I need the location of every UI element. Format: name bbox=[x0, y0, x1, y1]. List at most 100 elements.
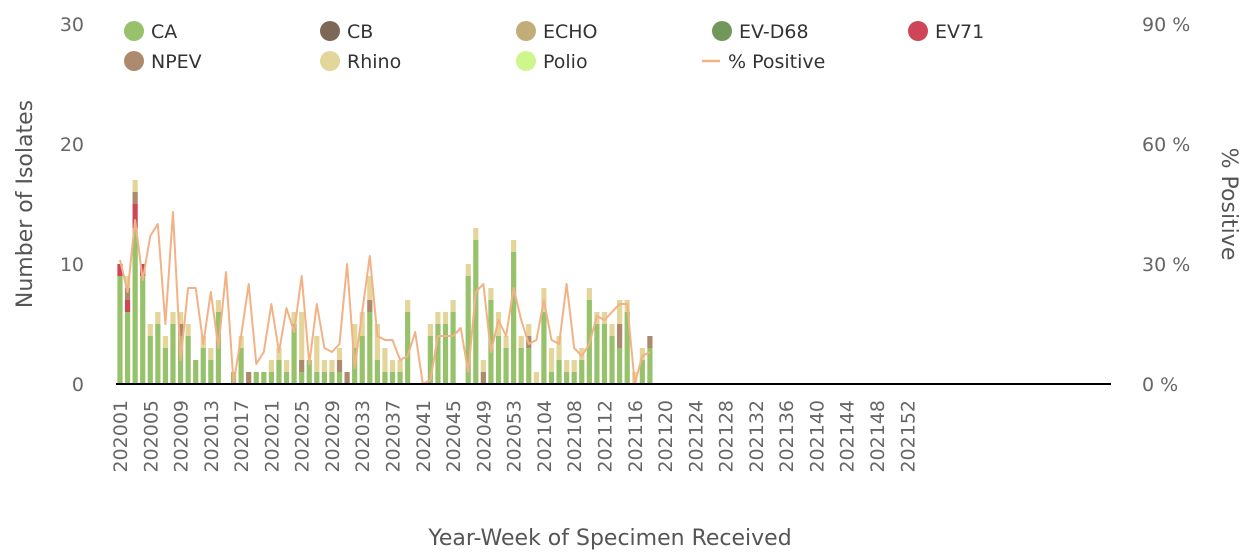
bar-rhino bbox=[374, 324, 380, 360]
bar-rhino bbox=[170, 312, 176, 324]
bar-rhino bbox=[617, 300, 623, 324]
bar-ca bbox=[473, 240, 479, 384]
bar-ca bbox=[594, 324, 600, 384]
y-tick-label: 30 bbox=[60, 14, 84, 36]
legend-label-cb: CB bbox=[347, 21, 373, 43]
x-tick-label: 202124 bbox=[685, 400, 707, 473]
bar-ca bbox=[541, 312, 547, 384]
legend-marker-cb bbox=[320, 21, 340, 41]
bar-ca bbox=[147, 336, 153, 384]
x-axis-title: Year-Week of Specimen Received bbox=[427, 526, 791, 550]
bar-rhino bbox=[571, 360, 577, 372]
bar-npev bbox=[246, 372, 252, 384]
bar-ca bbox=[268, 372, 274, 384]
x-tick-label: 202116 bbox=[625, 400, 647, 473]
x-tick-label: 202132 bbox=[746, 400, 768, 473]
bar-rhino bbox=[359, 312, 365, 336]
bar-ca bbox=[329, 372, 335, 384]
bar-ca bbox=[132, 228, 138, 384]
bar-ca bbox=[579, 360, 585, 384]
x-tick-label: 202136 bbox=[776, 400, 798, 473]
bar-ca bbox=[170, 324, 176, 384]
y-tick-label: 0 bbox=[72, 374, 84, 396]
bar-ca bbox=[442, 324, 449, 384]
bar-rhino bbox=[397, 360, 403, 372]
x-tick-label: 202053 bbox=[504, 400, 526, 473]
legend-marker-polio bbox=[516, 51, 536, 71]
x-axis: 202001 202005 202009 202013 202017 202021 2020… bbox=[110, 400, 919, 473]
bar-rhino bbox=[488, 288, 494, 300]
bar-ca bbox=[336, 372, 343, 384]
bar-rhino bbox=[276, 348, 282, 360]
bar-ca bbox=[526, 348, 532, 384]
legend-marker-echo bbox=[516, 21, 536, 41]
bar-rhino bbox=[132, 180, 138, 192]
y2-tick-label: 30 % bbox=[1142, 254, 1190, 276]
bar-ca bbox=[124, 312, 131, 384]
bar-rhino bbox=[177, 312, 184, 324]
bar-ca bbox=[450, 312, 456, 384]
bar-rhino bbox=[405, 300, 411, 312]
bar-ca bbox=[488, 300, 494, 384]
y2-tick-label: 90 % bbox=[1142, 14, 1190, 36]
bar-rhino bbox=[268, 360, 274, 372]
x-tick-label: 202045 bbox=[443, 400, 465, 473]
bar-ca bbox=[261, 372, 267, 384]
x-tick-label: 202009 bbox=[171, 400, 193, 473]
x-tick-label: 202017 bbox=[231, 400, 253, 473]
bar-ca bbox=[208, 360, 214, 384]
bar-rhino bbox=[299, 312, 305, 360]
bar-ca bbox=[518, 348, 524, 384]
bar-rhino bbox=[639, 348, 645, 360]
x-tick-label: 202013 bbox=[201, 400, 223, 473]
bar-ca bbox=[511, 252, 517, 384]
x-tick-label: 202104 bbox=[534, 400, 556, 473]
bar-ca bbox=[556, 360, 562, 384]
bar-ev71 bbox=[132, 204, 138, 228]
y-tick-label: 20 bbox=[60, 134, 84, 156]
bar-rhino bbox=[314, 336, 320, 372]
bar-ca bbox=[193, 360, 199, 384]
bar-rhino bbox=[208, 348, 214, 360]
bar-ca bbox=[117, 276, 123, 384]
bar-npev bbox=[336, 360, 343, 372]
bar-npev bbox=[177, 324, 184, 336]
bar-ca bbox=[253, 372, 259, 384]
bar-ca bbox=[548, 372, 555, 384]
bar-rhino bbox=[382, 348, 388, 372]
bars bbox=[117, 180, 653, 384]
bar-ev71 bbox=[140, 264, 146, 276]
x-tick-label: 202108 bbox=[564, 400, 586, 473]
bar-ca bbox=[140, 276, 146, 384]
x-tick-label: 202037 bbox=[383, 400, 405, 473]
bar-rhino bbox=[564, 360, 570, 372]
bar-rhino bbox=[147, 324, 153, 336]
legend-label-npev: NPEV bbox=[151, 51, 202, 73]
x-tick-label: 202120 bbox=[655, 400, 677, 473]
y2-tick-label: 0 % bbox=[1142, 374, 1178, 396]
bar-ca bbox=[465, 276, 471, 384]
bar-ca bbox=[624, 312, 630, 384]
percent-positive-line-group bbox=[119, 211, 651, 385]
bar-rhino bbox=[601, 312, 608, 324]
legend-marker-ca bbox=[124, 21, 144, 41]
legend-marker-npev bbox=[124, 51, 144, 71]
y2-axis-title: % Positive bbox=[1216, 148, 1241, 261]
x-tick-label: 202041 bbox=[413, 400, 435, 473]
bar-ca bbox=[321, 372, 327, 384]
bar-rhino bbox=[518, 336, 524, 348]
bar-rhino bbox=[435, 312, 441, 324]
bar-rhino bbox=[162, 336, 169, 348]
y-axis-title: Number of Isolates bbox=[13, 100, 38, 308]
bar-ca bbox=[495, 336, 502, 384]
bar-ca bbox=[291, 324, 297, 384]
bar-rhino bbox=[367, 276, 373, 300]
legend-marker-rhino bbox=[320, 51, 340, 71]
bar-ca bbox=[276, 360, 282, 384]
bar-rhino bbox=[533, 372, 539, 384]
bar-rhino bbox=[329, 360, 335, 372]
legend-label-echo: ECHO bbox=[543, 21, 598, 43]
bar-rhino bbox=[480, 360, 486, 372]
x-tick-label: 202001 bbox=[110, 400, 132, 473]
